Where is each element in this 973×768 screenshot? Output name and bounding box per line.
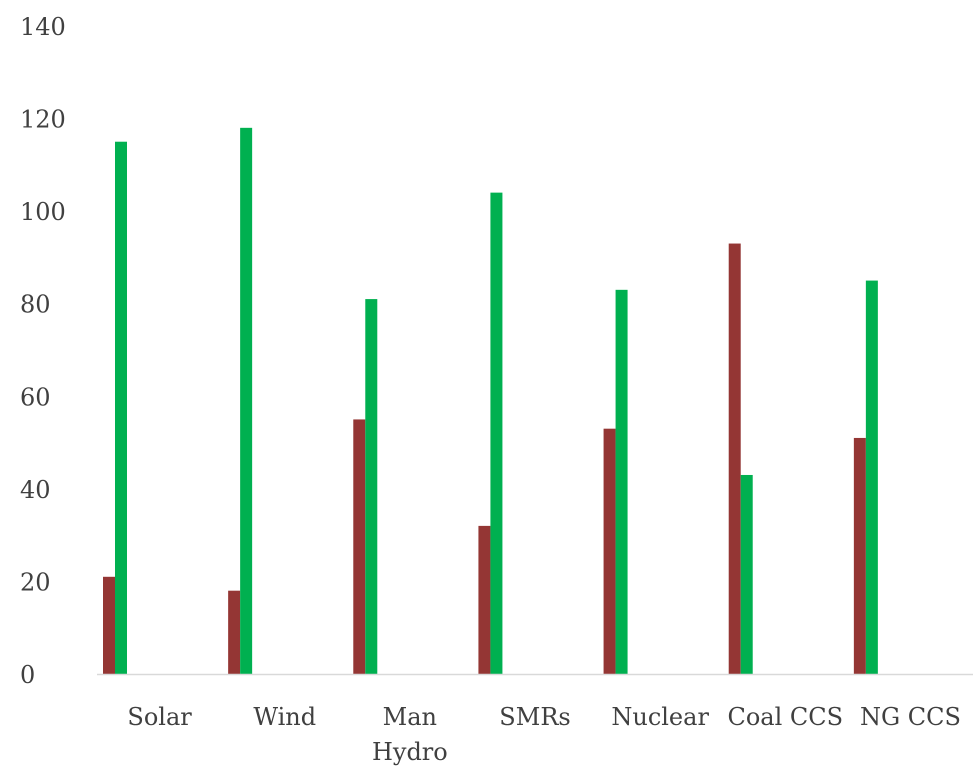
y-tick-label: 120	[20, 106, 66, 134]
x-category-label-line: Solar	[127, 703, 192, 731]
bar-series-2-smrs	[490, 192, 503, 674]
x-category-label-line: Hydro	[372, 738, 448, 766]
bar-series-2-ng-ccs	[865, 280, 878, 674]
x-category-label: Nuclear	[611, 703, 709, 731]
x-category-label: NG CCS	[860, 703, 961, 731]
bar-series-2-coal-ccs	[740, 474, 753, 674]
bar-series-1-coal-ccs	[728, 243, 741, 675]
y-tick-label: 140	[20, 13, 66, 41]
y-tick-label: 80	[20, 291, 51, 319]
x-category-label-line: Nuclear	[611, 703, 709, 731]
x-category-label-line: Wind	[253, 703, 316, 731]
bar-series-2-man-hydro	[365, 299, 378, 674]
x-category-label: Wind	[253, 703, 316, 731]
bar-series-1-man-hydro	[353, 419, 366, 674]
y-tick-label: 0	[20, 661, 35, 689]
bar-series-2-wind	[240, 127, 253, 675]
bar-series-1-smrs	[478, 525, 491, 674]
x-category-label: SMRs	[499, 703, 570, 731]
bar-series-1-nuclear	[603, 428, 616, 674]
x-category-label-line: Man	[383, 703, 437, 731]
y-tick-label: 40	[20, 476, 51, 504]
x-category-label-line: NG CCS	[860, 703, 961, 731]
x-axis-category-labels: Solar Wind Man Hydro SMRs Nuclear Coal CCS NG C…	[127, 703, 961, 766]
x-category-label: Solar	[127, 703, 192, 731]
bar-series-1-solar	[103, 576, 115, 674]
y-tick-label: 60	[20, 383, 51, 411]
y-tick-label: 100	[20, 198, 66, 226]
bar-series-2-nuclear	[615, 289, 628, 674]
bar-series-2-solar	[115, 141, 127, 674]
y-axis-tick-labels: 0 20 40 60 80 100 120 140	[20, 13, 66, 689]
x-category-label: Coal CCS	[727, 703, 843, 731]
x-category-label-line: Coal CCS	[727, 703, 843, 731]
bar-series-1-wind	[228, 590, 241, 674]
x-category-label: Man Hydro	[372, 703, 448, 766]
bar-series	[103, 127, 878, 675]
bar-series-1-ng-ccs	[853, 437, 866, 674]
y-tick-label: 20	[20, 568, 51, 596]
x-category-label-line: SMRs	[499, 703, 570, 731]
